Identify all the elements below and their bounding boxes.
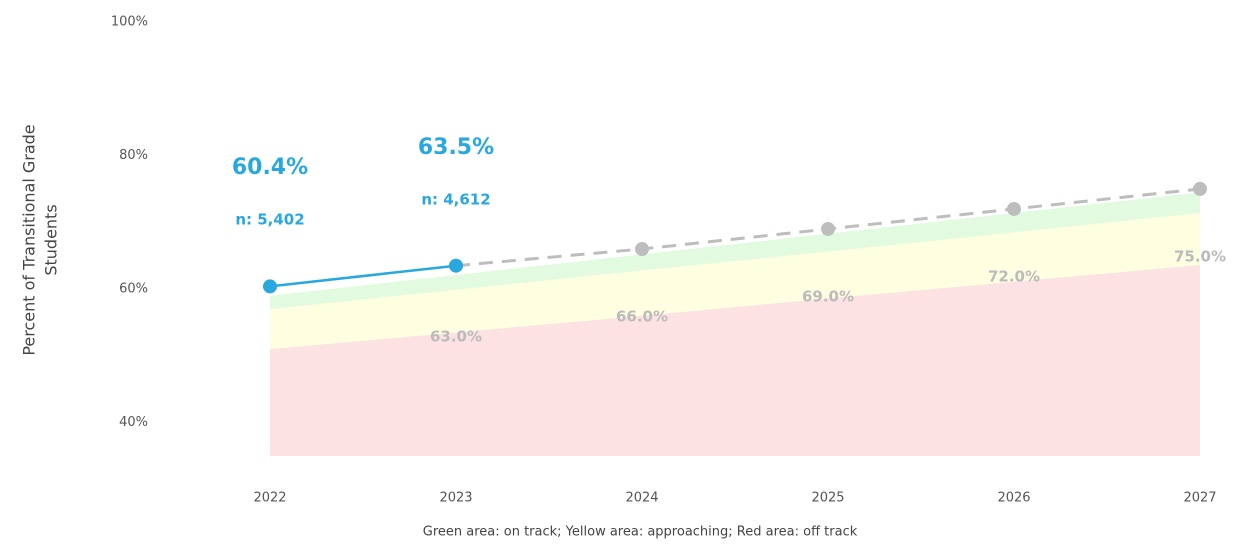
x-tick-label: 2023 xyxy=(439,491,472,506)
value-label: 72.0% xyxy=(988,267,1040,285)
point xyxy=(635,242,649,257)
area xyxy=(270,265,1200,456)
value-label: 60.4% xyxy=(232,155,308,180)
y-label-line: Percent of Transitional Grade xyxy=(20,124,39,355)
value-label: 75.0% xyxy=(1174,247,1226,265)
x-tick-label: 2025 xyxy=(811,491,844,506)
y-axis-label: Percent of Transitional Grade Students xyxy=(20,124,61,355)
y-tick-label: 60% xyxy=(119,282,148,297)
series-line xyxy=(269,264,457,288)
n-label: n: 5,402 xyxy=(235,211,304,229)
point xyxy=(449,258,463,273)
x-tick-label: 2027 xyxy=(1183,491,1216,506)
value-label: 69.0% xyxy=(802,287,854,305)
x-tick-label: 2026 xyxy=(997,491,1030,506)
point xyxy=(263,279,277,294)
x-tick-label: 2024 xyxy=(625,491,658,506)
value-label: 63.0% xyxy=(430,328,482,346)
point xyxy=(821,221,835,236)
y-tick-label: 80% xyxy=(119,148,148,163)
note: Green area: on track; Yellow area: appro… xyxy=(423,525,858,540)
value-label: 66.0% xyxy=(616,308,668,326)
y-tick-label: 40% xyxy=(119,415,148,430)
y-tick-label: 100% xyxy=(111,15,148,30)
x-tick-label: 2022 xyxy=(253,491,286,506)
point xyxy=(1193,181,1207,196)
value-label: 63.5% xyxy=(418,135,494,160)
y-label-line: Students xyxy=(42,204,61,275)
n-label: n: 4,612 xyxy=(421,191,490,209)
point xyxy=(1007,201,1021,216)
